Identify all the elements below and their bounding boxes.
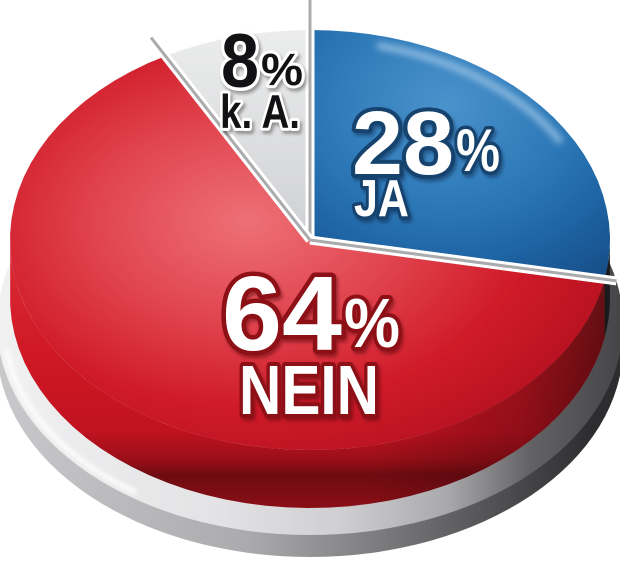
pie-slices	[10, 30, 610, 450]
base-highlight	[4, 350, 137, 495]
pie-sides	[10, 232, 610, 508]
slice-divider-lines	[147, 0, 618, 286]
label-group-ja: 28 % JA	[348, 90, 504, 232]
nein-value-label: 64	[222, 255, 342, 373]
nein-name-label: NEIN	[239, 351, 379, 429]
divider-line-core	[149, 36, 312, 241]
label-group-nein: 64 % NEIN	[218, 251, 405, 434]
ka-name-label: k. A.	[220, 85, 300, 138]
ja-value-label: 28	[352, 94, 454, 194]
nein-percent-sign: %	[344, 284, 400, 362]
ka-percent-sign: %	[261, 44, 303, 95]
side-shadow-overlay	[10, 232, 610, 508]
ja-name-label: JA	[354, 170, 409, 228]
divider-line-core	[309, 238, 617, 283]
slice-ja-top	[310, 30, 610, 280]
slice-nein-top	[10, 56, 605, 450]
blue-slice-rim-highlight	[376, 42, 563, 144]
label-group-ka: 8 % k. A.	[217, 16, 306, 142]
ka-value-label: 8	[221, 19, 259, 104]
ja-percent-sign: %	[456, 117, 500, 184]
